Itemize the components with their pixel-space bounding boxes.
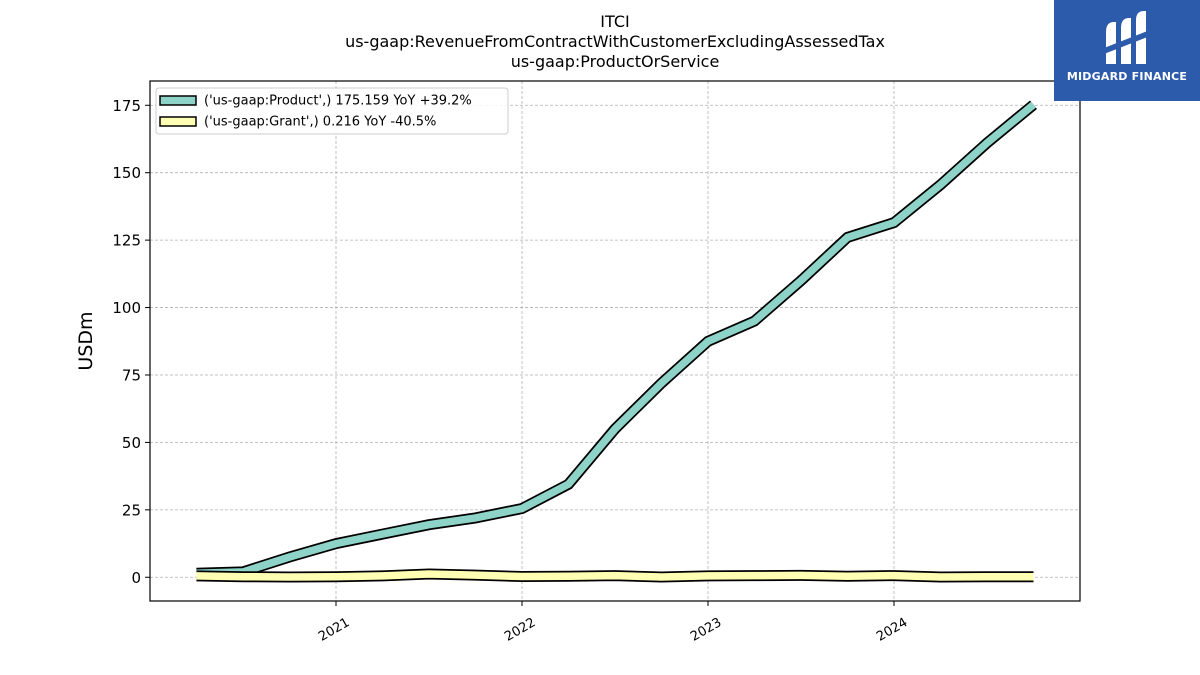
y-tick-label: 25 (122, 501, 141, 519)
y-tick-label: 175 (112, 97, 141, 115)
series-line (196, 101, 1036, 577)
chart-title-line: ITCI (600, 12, 629, 31)
y-tick-label: 125 (112, 232, 141, 250)
chart-title-line: us-gaap:ProductOrService (511, 52, 720, 71)
midgard-finance-logo: MIDGARD FINANCE (1054, 0, 1200, 101)
y-tick-label: 50 (122, 434, 141, 452)
legend-box (155, 87, 509, 135)
y-tick-label: 0 (131, 569, 141, 587)
y-tick-label: 75 (122, 366, 141, 384)
legend-label: ('us-gaap:Grant',) 0.216 YoY -40.5% (204, 115, 436, 130)
series-line (196, 570, 1034, 581)
y-tick-label: 150 (112, 164, 141, 182)
midgard-logo-icon (1104, 11, 1150, 64)
chart-title-line: us-gaap:RevenueFromContractWithCustomerE… (345, 32, 885, 51)
series-outline (196, 100, 1037, 579)
x-tick-label: 2023 (688, 615, 724, 645)
legend-swatch (159, 95, 197, 106)
x-tick-label: 2024 (874, 615, 910, 645)
x-tick-label: 2021 (316, 615, 352, 645)
brand-name: MIDGARD FINANCE (1066, 70, 1188, 83)
x-tick-label: 2022 (502, 615, 538, 645)
legend-label: ('us-gaap:Product',) 175.159 YoY +39.2% (204, 94, 472, 109)
y-axis-label: USDm (75, 311, 97, 370)
legend-swatch (159, 116, 197, 127)
plot-frame (149, 80, 1081, 602)
y-tick-label: 100 (112, 299, 141, 317)
